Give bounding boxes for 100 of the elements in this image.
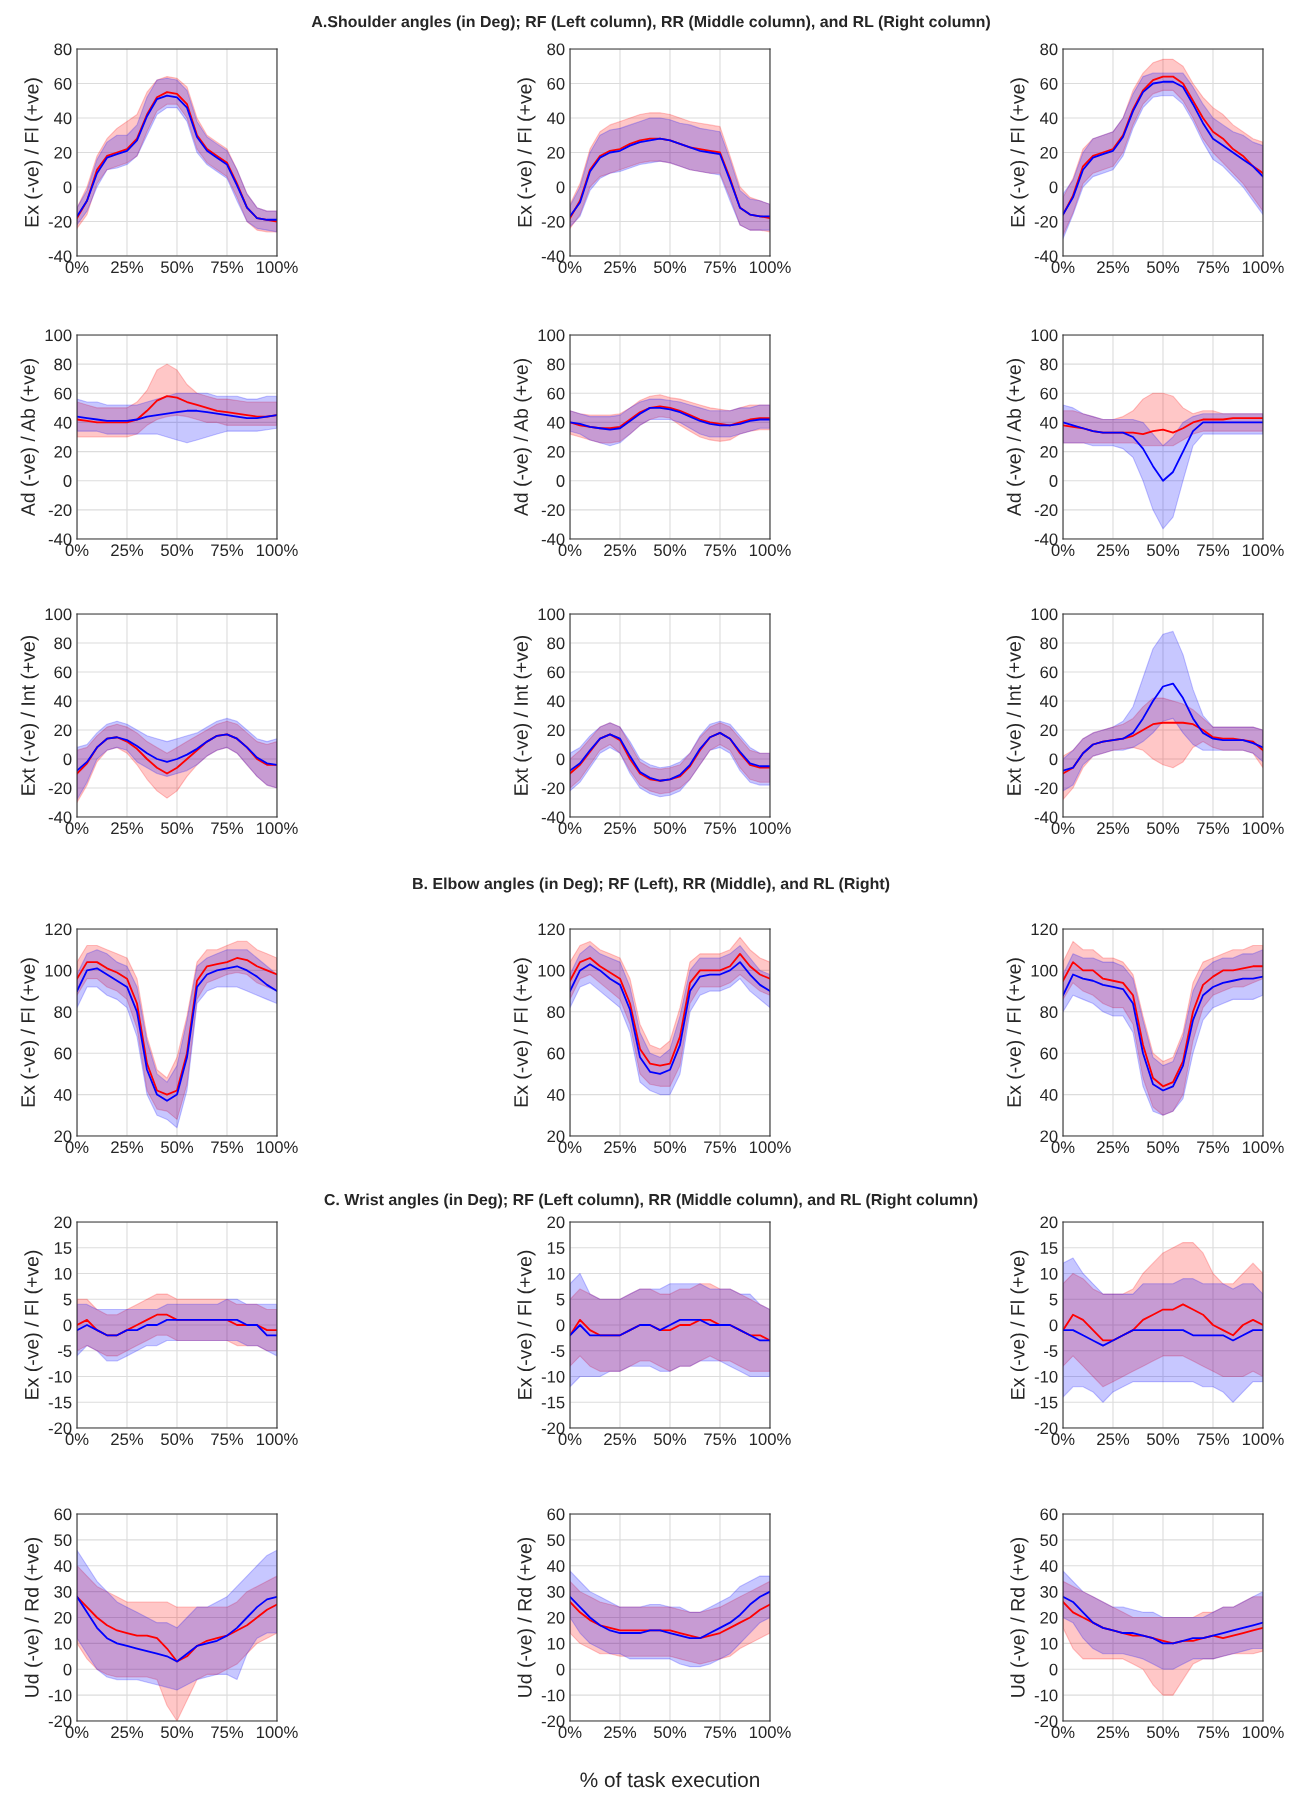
- y-tick-label: -10: [48, 1370, 72, 1383]
- x-tick-label: 75%: [1197, 1141, 1230, 1154]
- x-tick-label: 50%: [1146, 544, 1180, 557]
- x-axis-title: % of task execution: [580, 1771, 759, 1788]
- x-tick-label: 0%: [1051, 1433, 1075, 1446]
- x-tick-label: 25%: [604, 1726, 637, 1739]
- line-series: [77, 1595, 277, 1663]
- y-tick-label: -15: [48, 1396, 72, 1409]
- y-tick-label: -20: [1034, 782, 1058, 795]
- y-tick-label: 120: [538, 923, 565, 936]
- y-tick-label: 0: [63, 753, 72, 766]
- y-tick-label: 100: [538, 964, 565, 977]
- y-tick-label: 20: [54, 1130, 72, 1143]
- x-tick-label: 25%: [604, 822, 637, 835]
- y-tick-label: 60: [1040, 1047, 1058, 1060]
- y-axis-title: Ex (-ve) / Fl (+ve): [1010, 78, 1029, 227]
- y-tick-label: 10: [547, 1267, 565, 1280]
- y-tick-label: 0: [1049, 753, 1058, 766]
- x-tick-label: 75%: [704, 261, 737, 274]
- y-tick-label: 20: [54, 1216, 72, 1229]
- y-tick-label: 0: [63, 1319, 72, 1332]
- y-tick-label: 0: [556, 1319, 565, 1332]
- y-tick-label: 15: [54, 1242, 72, 1254]
- x-tick-label: 100%: [256, 822, 298, 835]
- y-tick-label: 0: [1049, 181, 1058, 194]
- x-tick-label: 75%: [704, 1433, 737, 1446]
- y-tick-label: 60: [1040, 1508, 1058, 1521]
- y-tick-label: 40: [546, 1560, 565, 1572]
- y-axis-title: Ex (-ve) / Fl (+ve): [20, 958, 39, 1107]
- y-tick-label: -20: [1034, 1422, 1058, 1435]
- x-tick-label: 100%: [1242, 1433, 1284, 1446]
- y-axis-title: Ad (-ve) / Ab (+ve): [20, 359, 39, 517]
- x-tick-label: 100%: [749, 1433, 791, 1446]
- y-tick-label: 80: [54, 637, 72, 650]
- y-tick-label: 20: [547, 146, 565, 159]
- y-axis-title: Ex (-ve) / Fl (+ve): [24, 78, 43, 227]
- y-tick-label: 100: [1031, 329, 1058, 342]
- y-tick-label: 0: [63, 1663, 72, 1676]
- x-tick-label: 25%: [111, 1726, 144, 1739]
- x-tick-label: 0%: [1051, 822, 1075, 835]
- y-tick-label: 40: [1039, 112, 1058, 125]
- line-series: [570, 1318, 770, 1342]
- y-tick-label: 40: [546, 416, 565, 429]
- y-tick-label: 60: [547, 666, 565, 679]
- x-tick-label: 0%: [1051, 261, 1075, 274]
- x-tick-label: 25%: [111, 1141, 144, 1154]
- y-tick-label: 40: [53, 1089, 72, 1101]
- y-tick-label: -20: [1034, 1715, 1058, 1728]
- y-axis-title: Ad (-ve) / Ab (+ve): [1006, 359, 1025, 517]
- y-axis-title: Ud (-ve) / Rd (+ve): [1010, 1537, 1029, 1697]
- x-tick-label: 50%: [1146, 1433, 1180, 1446]
- x-tick-label: 0%: [558, 261, 582, 274]
- y-tick-label: 40: [1039, 416, 1058, 429]
- y-tick-label: 10: [54, 1267, 72, 1280]
- text: B. Elbow angles (in Deg); RF (Left), RR (Middle), and RL (Right): [413, 877, 890, 893]
- y-tick-label: 60: [54, 77, 72, 90]
- line-series: [570, 1601, 770, 1640]
- x-tick-label: 100%: [749, 261, 791, 274]
- y-tick-label: -5: [58, 1345, 72, 1357]
- y-tick-label: 30: [547, 1586, 565, 1598]
- x-tick-label: 50%: [160, 1433, 194, 1446]
- y-tick-label: 20: [1040, 724, 1058, 737]
- x-tick-label: 50%: [160, 1726, 194, 1739]
- y-tick-label: 0: [556, 475, 565, 487]
- x-tick-label: 25%: [1097, 1141, 1130, 1154]
- x-tick-label: 75%: [704, 1141, 737, 1154]
- x-tick-label: 100%: [256, 1141, 298, 1154]
- y-tick-label: 0: [63, 475, 72, 487]
- y-tick-label: 15: [547, 1242, 565, 1254]
- y-tick-label: -20: [48, 1715, 72, 1728]
- y-tick-label: -40: [1034, 533, 1058, 546]
- y-tick-label: 60: [54, 387, 72, 400]
- y-tick-label: 40: [546, 112, 565, 125]
- y-axis-title: Ex (-ve) / Fl (+ve): [24, 1250, 43, 1399]
- x-tick-label: 25%: [1097, 261, 1130, 274]
- y-tick-label: -40: [541, 811, 565, 824]
- x-tick-label: 75%: [211, 1141, 244, 1154]
- y-tick-label: 20: [1040, 1130, 1058, 1143]
- y-tick-label: 60: [1040, 666, 1058, 679]
- x-tick-label: 0%: [65, 1141, 89, 1154]
- x-tick-label: 25%: [1097, 822, 1130, 835]
- x-tick-label: 0%: [65, 1433, 89, 1446]
- y-tick-label: -20: [48, 782, 72, 795]
- y-tick-label: 40: [53, 1560, 72, 1572]
- line-series: [1063, 421, 1263, 482]
- x-tick-label: 0%: [558, 822, 582, 835]
- y-tick-label: 60: [547, 1508, 565, 1521]
- y-tick-label: -10: [541, 1689, 565, 1702]
- x-tick-label: 25%: [111, 544, 144, 557]
- text: A.Shoulder angles (in Deg); RF (Left column), RR (Middle column), and RL (Right column): [311, 15, 990, 31]
- y-tick-label: 20: [547, 445, 565, 458]
- y-tick-label: -40: [541, 533, 565, 546]
- y-tick-label: -40: [48, 811, 72, 824]
- y-tick-label: 100: [1031, 964, 1058, 977]
- y-tick-label: 20: [54, 1611, 72, 1624]
- line-series: [1063, 682, 1263, 772]
- y-tick-label: 50: [54, 1534, 72, 1547]
- y-tick-label: -10: [1034, 1689, 1058, 1702]
- y-tick-label: -20: [48, 1422, 72, 1435]
- x-tick-label: 100%: [256, 1433, 298, 1446]
